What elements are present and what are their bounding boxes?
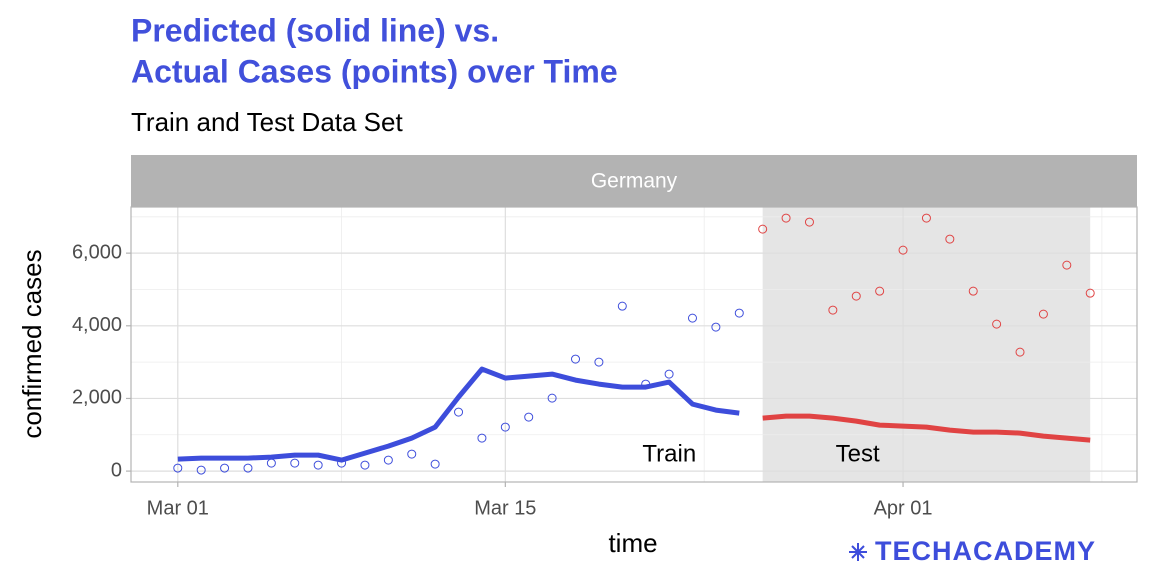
actual-point (360, 460, 370, 470)
actual-point (945, 234, 955, 244)
actual-point (641, 379, 651, 389)
y-axis-title: confirmed cases (17, 249, 47, 438)
actual-point (898, 245, 908, 255)
logo-text: TECHACADEMY (875, 536, 1096, 566)
actual-point (828, 305, 838, 315)
logo (849, 543, 867, 561)
actual-point (1015, 347, 1025, 357)
panel-border (130, 206, 1138, 483)
y-tick-label: 4,000 (72, 314, 122, 336)
chart-title: Predicted (solid line) vs. (131, 12, 499, 48)
actual-point (407, 449, 417, 459)
actual-point (547, 393, 557, 403)
actual-point (1085, 288, 1095, 298)
actual-point (711, 322, 721, 332)
predicted-line (762, 413, 1091, 443)
actual-point (851, 291, 861, 301)
y-tick-label: 0 (111, 459, 122, 481)
facet-label: Germany (591, 170, 678, 193)
actual-point (337, 458, 347, 468)
actual-point (524, 412, 534, 422)
actual-point (290, 458, 300, 468)
actual-point (383, 455, 393, 465)
predicted-line (177, 366, 740, 463)
x-tick-label: Apr 01 (874, 497, 933, 519)
y-tick-label: 2,000 (72, 387, 122, 409)
actual-point (992, 319, 1002, 329)
actual-point (781, 213, 791, 223)
actual-point (313, 460, 323, 470)
actual-point (921, 213, 931, 223)
actual-point (687, 313, 697, 323)
y-tick-label: 6,000 (72, 241, 122, 263)
actual-point (875, 286, 885, 296)
actual-point (617, 301, 627, 311)
annotation: Test (836, 440, 880, 467)
actual-point (968, 286, 978, 296)
actual-point (196, 465, 206, 475)
actual-point (220, 463, 230, 473)
chart-subtitle: Train and Test Data Set (131, 107, 403, 137)
actual-point (804, 217, 814, 227)
actual-point (430, 459, 440, 469)
actual-point (454, 407, 464, 417)
annotation: Train (642, 440, 696, 467)
actual-point (594, 357, 604, 367)
x-tick-label: Mar 15 (474, 497, 536, 519)
actual-point (477, 433, 487, 443)
actual-point (734, 308, 744, 318)
actual-point (243, 463, 253, 473)
actual-point (664, 369, 674, 379)
actual-point (266, 458, 276, 468)
x-tick-label: Mar 01 (147, 497, 209, 519)
test-region (762, 207, 1091, 482)
actual-point (500, 422, 510, 432)
actual-point (758, 224, 768, 234)
chart-title: Actual Cases (points) over Time (131, 53, 618, 89)
x-axis-title: time (608, 528, 657, 558)
actual-point (1062, 260, 1072, 270)
actual-point (571, 354, 581, 364)
facet-strip (131, 155, 1137, 207)
actual-point (1038, 309, 1048, 319)
actual-point (173, 463, 183, 473)
